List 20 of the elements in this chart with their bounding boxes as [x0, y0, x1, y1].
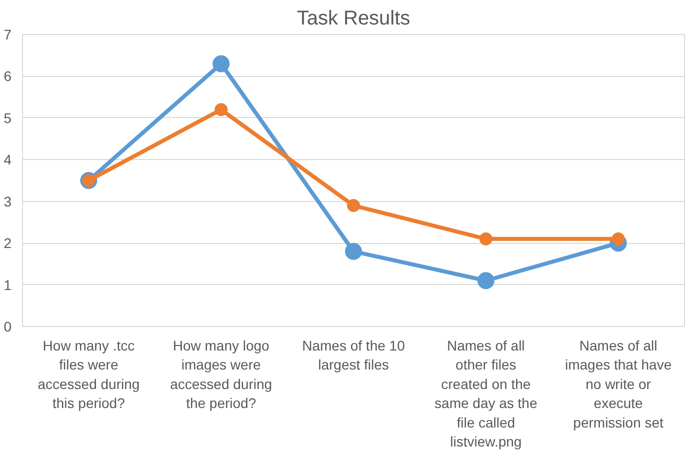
point: [345, 242, 362, 260]
x-tick-label: Names of all other files created on the same day as the file called listview.png: [434, 338, 538, 450]
y-tick-label: 4: [4, 152, 12, 168]
point: [212, 55, 230, 72]
point: [477, 272, 494, 290]
y-tick-label: 2: [4, 235, 12, 252]
x-tick-label: How many logo images were accessed during the period?: [170, 338, 272, 412]
x-tick-label: How many .tcc files were accessed during this period?: [38, 338, 140, 412]
x-tick-label: Names of the 10 largest files: [302, 338, 406, 373]
y-tick-label: 5: [4, 110, 12, 126]
y-tick-label: 7: [4, 26, 12, 42]
point: [479, 232, 492, 246]
y-tick-label: 3: [4, 193, 12, 210]
x-tick-label: Names of all images that have no write or execute permission set: [564, 338, 672, 430]
y-tick-label: 6: [4, 68, 12, 84]
point: [214, 103, 228, 116]
y-tick-label: 0: [4, 318, 12, 334]
point: [347, 199, 360, 212]
chart-title: Task Results: [296, 8, 410, 30]
y-tick-label: 1: [4, 276, 12, 293]
